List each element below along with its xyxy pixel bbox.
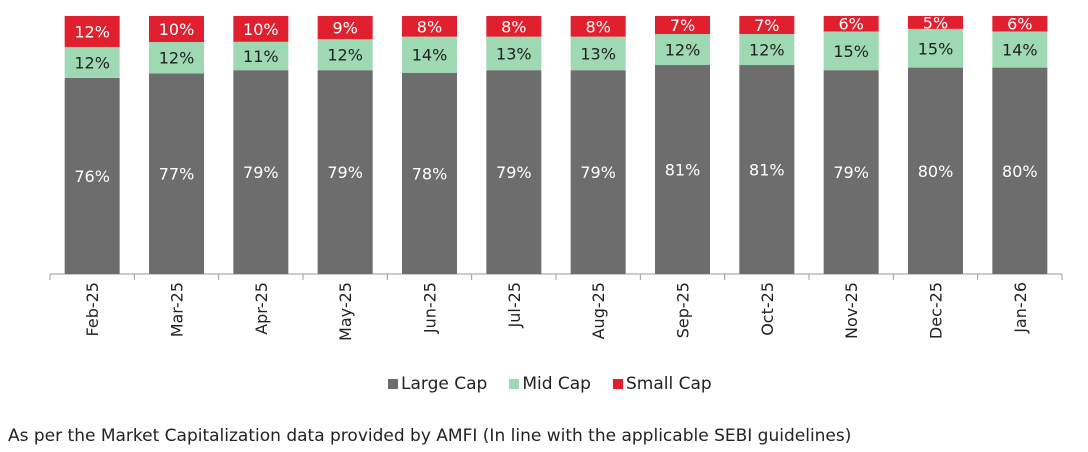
x-tick-label: Apr-25 — [252, 282, 271, 335]
data-label-large-cap: 78% — [412, 164, 448, 183]
bar-segment-small-cap — [317, 16, 373, 40]
bar-segment-large-cap — [233, 70, 289, 275]
bar-segment-small-cap — [655, 16, 710, 35]
x-tick-label: Nov-25 — [842, 282, 861, 339]
data-label-small-cap: 8% — [417, 17, 442, 36]
data-label-mid-cap: 12% — [749, 41, 785, 60]
data-label-mid-cap: 14% — [412, 46, 448, 65]
data-label-mid-cap: 13% — [580, 44, 616, 63]
bar-segment-large-cap — [739, 65, 795, 275]
data-label-small-cap: 10% — [159, 20, 195, 39]
bar-segment-large-cap — [486, 70, 542, 275]
data-label-large-cap: 81% — [749, 161, 785, 180]
bar-segment-small-cap — [908, 16, 963, 29]
bar-segment-small-cap — [64, 16, 120, 47]
x-tick-label: Jun-25 — [421, 282, 440, 334]
bar-segment-mid-cap — [149, 42, 204, 74]
data-label-small-cap: 7% — [670, 16, 695, 35]
bar-segment-large-cap — [655, 65, 710, 275]
data-label-large-cap: 79% — [833, 163, 869, 182]
data-label-large-cap: 80% — [918, 162, 954, 181]
data-label-mid-cap: 12% — [665, 41, 701, 60]
bar-segment-large-cap — [908, 67, 963, 274]
bar-segment-small-cap — [486, 16, 542, 37]
data-label-small-cap: 6% — [1007, 15, 1032, 34]
bar-segment-small-cap — [149, 16, 204, 43]
bar-segment-mid-cap — [570, 36, 626, 71]
legend-label-mid-cap: Mid Cap — [522, 374, 591, 394]
bar-segment-large-cap — [823, 70, 879, 275]
data-label-large-cap: 79% — [243, 163, 279, 182]
bar-segment-mid-cap — [64, 46, 120, 78]
data-label-small-cap: 9% — [332, 19, 357, 38]
data-label-small-cap: 8% — [585, 17, 610, 36]
x-tick-label: Jul-25 — [505, 282, 524, 328]
data-label-small-cap: 6% — [838, 15, 863, 34]
x-tick-label: Feb-25 — [83, 282, 102, 336]
bar-segment-mid-cap — [486, 36, 542, 71]
data-label-large-cap: 79% — [580, 163, 616, 182]
bar-segment-mid-cap — [655, 34, 710, 66]
bar-segment-mid-cap — [992, 31, 1048, 68]
data-label-mid-cap: 12% — [74, 53, 110, 72]
bar-segment-small-cap — [823, 16, 879, 32]
x-tick-label: Jan-26 — [1011, 282, 1030, 334]
x-tick-label: Mar-25 — [168, 282, 187, 337]
data-label-mid-cap: 12% — [327, 46, 363, 65]
bar-segment-large-cap — [992, 67, 1048, 274]
data-label-mid-cap: 13% — [496, 44, 532, 63]
legend-item-large-cap: Large Cap — [388, 374, 487, 394]
data-label-mid-cap: 15% — [833, 42, 869, 61]
data-label-mid-cap: 12% — [159, 49, 195, 68]
bar-segment-mid-cap — [908, 28, 963, 68]
bar-segment-small-cap — [570, 16, 626, 37]
bar-segment-large-cap — [149, 73, 204, 274]
bar-segment-large-cap — [64, 77, 120, 274]
x-tick-label: Sep-25 — [674, 282, 693, 338]
data-label-mid-cap: 14% — [1002, 41, 1038, 60]
x-tick-label: Oct-25 — [758, 282, 777, 336]
legend-item-mid-cap: Mid Cap — [509, 374, 591, 394]
legend-swatch-mid-cap — [509, 379, 520, 389]
bar-segment-mid-cap — [317, 39, 373, 71]
data-label-small-cap: 5% — [923, 13, 948, 32]
bar-segment-mid-cap — [739, 34, 795, 66]
data-label-small-cap: 7% — [754, 16, 779, 35]
data-label-large-cap: 81% — [665, 161, 701, 180]
legend-item-small-cap: Small Cap — [612, 374, 712, 394]
legend: Large Cap Mid Cap Small Cap — [388, 374, 712, 394]
legend-label-small-cap: Small Cap — [625, 374, 712, 394]
bar-segment-mid-cap — [823, 31, 879, 71]
legend-swatch-small-cap — [612, 379, 623, 389]
data-label-large-cap: 76% — [74, 167, 110, 186]
data-label-small-cap: 8% — [501, 17, 526, 36]
data-label-large-cap: 77% — [159, 165, 195, 184]
data-label-large-cap: 79% — [496, 163, 532, 182]
bar-segment-large-cap — [402, 72, 457, 274]
stacked-bar-chart: 76% 12% 12% Feb-25 77% 12% 10% Mar-25 79% 11% 10% A… — [49, 13, 1063, 341]
x-tick-label: Dec-25 — [927, 282, 946, 339]
footnote: As per the Market Capitalization data pr… — [8, 426, 852, 446]
legend-swatch-large-cap — [388, 379, 398, 389]
bar-segment-large-cap — [570, 70, 626, 275]
data-label-large-cap: 80% — [1002, 162, 1038, 181]
bar-segment-small-cap — [992, 16, 1048, 32]
data-label-large-cap: 79% — [327, 163, 363, 182]
bar-segment-mid-cap — [233, 41, 289, 71]
bar-segment-small-cap — [402, 16, 457, 37]
bar-segment-large-cap — [317, 70, 373, 275]
legend-label-large-cap: Large Cap — [401, 374, 488, 394]
bar-segment-small-cap — [739, 16, 795, 35]
data-label-small-cap: 12% — [74, 22, 110, 41]
bar-segment-mid-cap — [402, 36, 457, 73]
x-tick-label: May-25 — [336, 282, 355, 341]
data-label-mid-cap: 11% — [243, 47, 279, 66]
bar-segment-small-cap — [233, 16, 289, 42]
x-tick-label: Aug-25 — [589, 282, 608, 339]
data-label-mid-cap: 15% — [918, 39, 954, 58]
data-label-small-cap: 10% — [243, 20, 279, 39]
